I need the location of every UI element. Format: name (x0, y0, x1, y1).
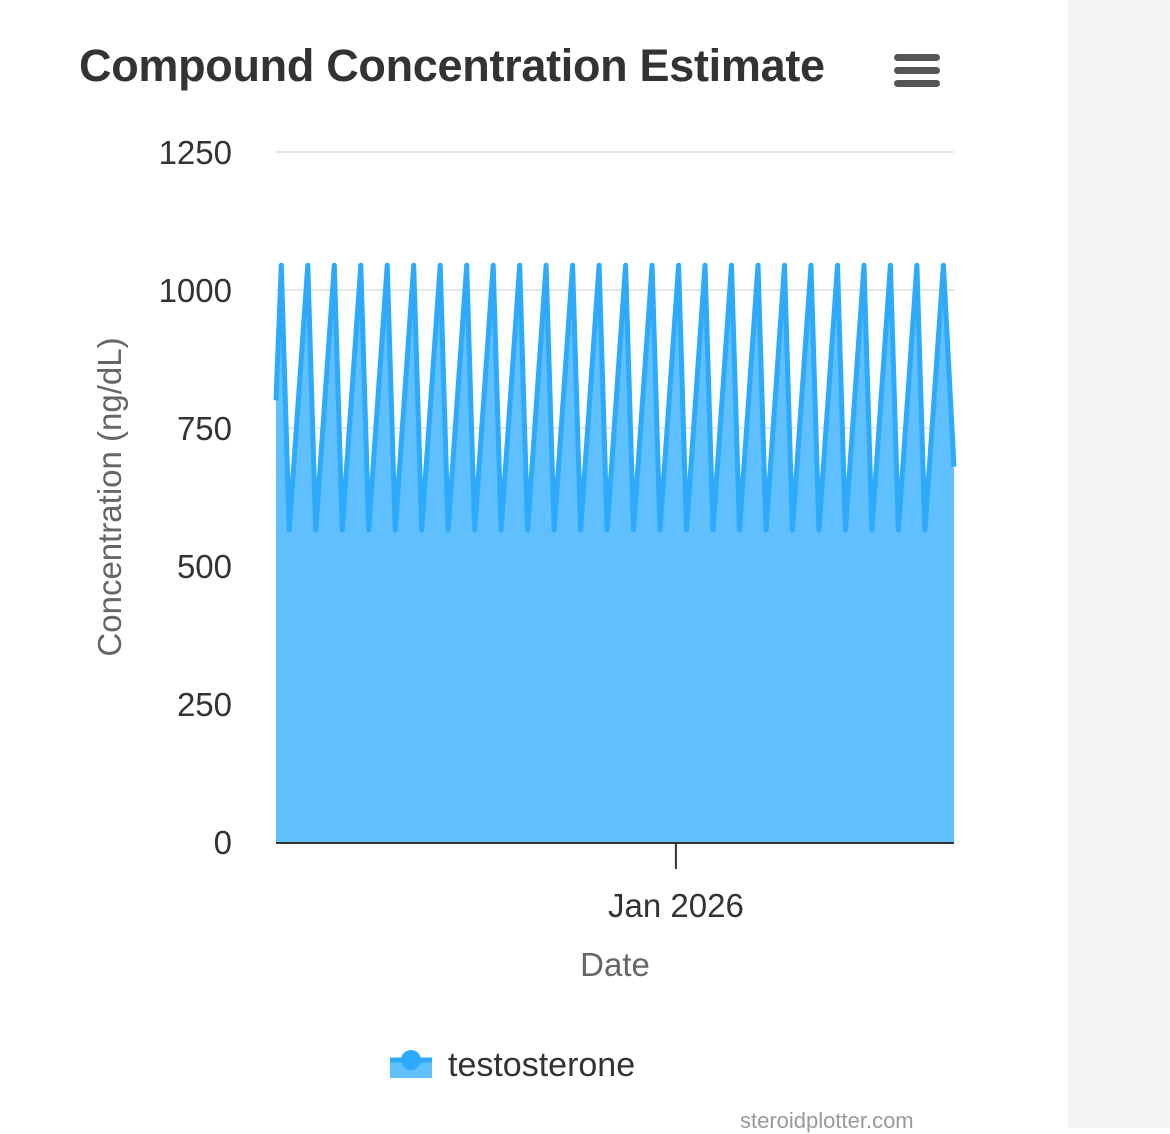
series-line-testosterone[interactable] (273, 262, 957, 533)
hamburger-menu-icon[interactable] (890, 50, 944, 92)
series-area-testosterone[interactable] (276, 265, 954, 842)
data-point[interactable] (914, 262, 920, 268)
legend-label: testosterone (448, 1045, 636, 1084)
data-point[interactable] (710, 527, 716, 533)
menu-bar (894, 54, 940, 61)
data-point[interactable] (278, 262, 284, 268)
data-point[interactable] (861, 262, 867, 268)
data-point[interactable] (951, 464, 957, 470)
data-point[interactable] (525, 527, 531, 533)
y-tick-label: 250 (177, 686, 232, 723)
data-point[interactable] (737, 527, 743, 533)
data-point[interactable] (789, 527, 795, 533)
data-point[interactable] (922, 527, 928, 533)
data-point[interactable] (755, 262, 761, 268)
data-point[interactable] (313, 527, 319, 533)
menu-bar (894, 80, 940, 87)
data-point[interactable] (895, 527, 901, 533)
y-tick-label: 1000 (159, 272, 232, 309)
data-point[interactable] (445, 527, 451, 533)
data-point[interactable] (596, 262, 602, 268)
data-point[interactable] (657, 527, 663, 533)
y-axis-ticks: 0 250 500 750 1000 1250 (159, 134, 232, 861)
x-axis-title: Date (580, 946, 650, 983)
data-point[interactable] (543, 262, 549, 268)
data-point[interactable] (305, 262, 311, 268)
legend-item-testosterone[interactable]: testosterone (388, 1040, 635, 1090)
data-point[interactable] (835, 262, 841, 268)
data-point[interactable] (940, 262, 946, 268)
data-point[interactable] (411, 262, 417, 268)
x-axis-ticks: Jan 2026 (608, 843, 744, 924)
x-tick-label: Jan 2026 (608, 887, 744, 924)
data-point[interactable] (286, 527, 292, 533)
y-axis-title: Concentration (ng/dL) (91, 337, 128, 656)
data-point[interactable] (816, 527, 822, 533)
data-point[interactable] (273, 397, 279, 403)
data-point[interactable] (570, 262, 576, 268)
data-point[interactable] (631, 527, 637, 533)
data-point[interactable] (763, 527, 769, 533)
data-point[interactable] (623, 262, 629, 268)
data-point[interactable] (366, 527, 372, 533)
data-point[interactable] (808, 262, 814, 268)
y-tick-label: 0 (214, 824, 232, 861)
series-layer (273, 262, 957, 842)
y-tick-label: 750 (177, 410, 232, 447)
credits-link[interactable]: steroidplotter.com (740, 1108, 914, 1133)
legend-series-icon (390, 1050, 432, 1078)
chart-title: Compound Concentration Estimate (79, 40, 825, 91)
data-point[interactable] (782, 262, 788, 268)
data-point[interactable] (676, 262, 682, 268)
data-point[interactable] (578, 527, 584, 533)
data-point[interactable] (887, 262, 893, 268)
data-point[interactable] (464, 262, 470, 268)
data-point[interactable] (702, 262, 708, 268)
data-point[interactable] (490, 262, 496, 268)
data-point[interactable] (384, 262, 390, 268)
y-tick-label: 500 (177, 548, 232, 585)
data-point[interactable] (498, 527, 504, 533)
data-point[interactable] (604, 527, 610, 533)
data-point[interactable] (331, 262, 337, 268)
data-point[interactable] (842, 527, 848, 533)
data-point[interactable] (472, 527, 478, 533)
data-point[interactable] (649, 262, 655, 268)
data-point[interactable] (551, 527, 557, 533)
side-panel (1068, 0, 1170, 1128)
menu-bar (894, 67, 940, 74)
data-point[interactable] (684, 527, 690, 533)
data-point[interactable] (729, 262, 735, 268)
data-point[interactable] (437, 262, 443, 268)
data-point[interactable] (358, 262, 364, 268)
data-point[interactable] (392, 527, 398, 533)
y-tick-label: 1250 (159, 134, 232, 171)
data-point[interactable] (517, 262, 523, 268)
data-point[interactable] (419, 527, 425, 533)
data-point[interactable] (339, 527, 345, 533)
data-point[interactable] (869, 527, 875, 533)
